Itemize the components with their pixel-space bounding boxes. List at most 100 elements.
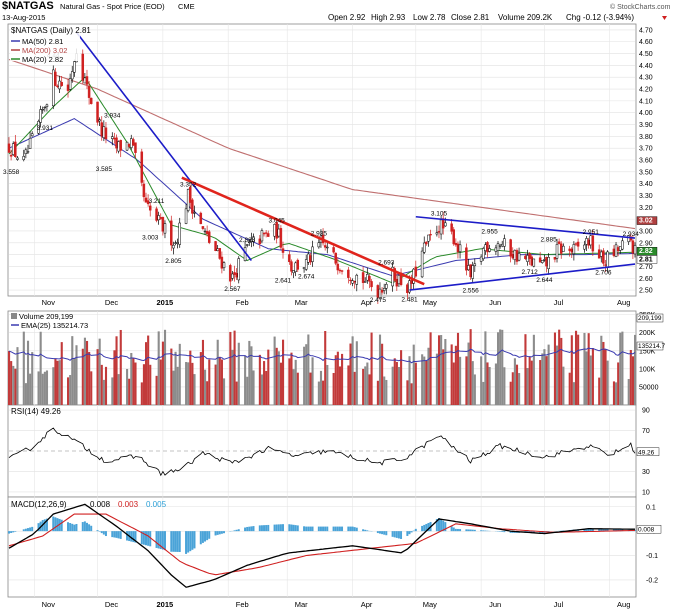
price-legend-box: [10, 25, 80, 61]
candle-body: [378, 288, 382, 299]
candle-body: [279, 228, 283, 248]
candle-body: [125, 141, 129, 151]
candle-body: [129, 138, 133, 148]
macd-histogram-bar: [90, 525, 93, 532]
macd-histogram-bar: [178, 531, 181, 552]
candle-body: [488, 248, 491, 252]
candle-body: [81, 53, 85, 81]
volume-bar: [598, 377, 601, 405]
volume-bar: [473, 374, 476, 405]
candle-body: [43, 106, 47, 109]
volume-bar: [421, 354, 424, 405]
volume-bar: [37, 371, 40, 405]
symbol-title: $NATGAS: [2, 0, 54, 12]
candle-body: [98, 119, 101, 122]
candle-body: [347, 269, 350, 278]
volume-bar: [425, 360, 428, 405]
candle-body: [334, 252, 337, 264]
volume-bar: [260, 374, 264, 405]
macd-histogram-bar: [22, 529, 25, 532]
macd-histogram-bar: [414, 528, 417, 532]
candle-body: [576, 241, 580, 247]
candle-body: [349, 279, 352, 282]
volume-bar: [631, 356, 634, 405]
instrument-name: Natural Gas - Spot Price (EOD): [60, 2, 165, 11]
ma20-line: [8, 76, 636, 284]
trendline: [415, 215, 636, 239]
volume-bar: [58, 360, 61, 405]
price-annotation: 2.693: [378, 259, 395, 266]
macd-series: [8, 503, 636, 588]
candle-body: [631, 240, 635, 254]
macd-histogram-bar: [115, 531, 118, 538]
macd-legend-macd: 0.008: [90, 500, 111, 509]
macd-histogram-bar: [88, 524, 91, 532]
volume-bar: [410, 383, 413, 405]
candle-body: [509, 239, 512, 257]
candle-body: [414, 266, 418, 277]
volume-bar: [98, 338, 101, 405]
macd-histogram-bar: [265, 525, 268, 532]
volume-bar: [263, 361, 266, 405]
macd-histogram-bar: [199, 531, 202, 545]
macd-histogram-bar: [503, 531, 506, 533]
volume-bar: [71, 336, 74, 405]
candle-body: [503, 238, 506, 247]
price-annotation: 2.805: [165, 258, 182, 265]
macd-histogram-bar: [145, 531, 148, 546]
macd-histogram-bar: [349, 526, 352, 532]
macd-histogram-bar: [334, 526, 337, 532]
volume-bar: [381, 343, 384, 405]
macd-histogram-bar: [71, 523, 74, 532]
macd-histogram-bar: [100, 531, 103, 534]
volume-bar: [513, 358, 516, 405]
macd-histogram-bar: [130, 531, 133, 542]
volume-bar: [355, 341, 358, 405]
volume-bar: [161, 341, 164, 405]
volume-bar: [558, 329, 561, 405]
x-tick-label: Mar: [295, 298, 308, 307]
candle-body: [376, 285, 380, 298]
candle-body: [288, 254, 291, 263]
candle-body: [54, 71, 57, 86]
candle-body: [406, 284, 409, 294]
x-tick-label-bottom: Feb: [236, 600, 249, 609]
macd-marker-box: [636, 524, 662, 534]
macd-histogram-bar: [319, 526, 322, 532]
rsi-tick-label: 90: [642, 408, 650, 415]
macd-histogram-bar: [471, 529, 474, 532]
macd-histogram-bar: [157, 531, 160, 549]
price-tick-label: 3.40: [639, 181, 653, 188]
macd-histogram-bar: [134, 531, 137, 543]
volume-bar: [528, 356, 531, 405]
candle-body: [170, 220, 173, 246]
volume-bar: [43, 371, 46, 405]
volume-bar: [484, 331, 487, 405]
price-annotation: 3.003: [142, 235, 159, 242]
x-tick-label-bottom: Jun: [489, 600, 501, 609]
macd-histogram-bar: [362, 529, 365, 532]
volume-bar: [324, 331, 327, 405]
candle-body: [385, 284, 388, 289]
candle-body: [368, 276, 371, 282]
volume-bar: [602, 341, 605, 405]
volume-bar: [347, 365, 350, 405]
candle-body: [587, 239, 590, 246]
volume-tick-label: 100K: [639, 366, 656, 373]
volume-bar: [229, 331, 232, 405]
candle-body: [235, 273, 238, 278]
volume-bar: [338, 366, 342, 405]
candle-body: [140, 151, 144, 183]
x-tick-label: Jun: [489, 298, 501, 307]
volume-bar: [31, 352, 34, 405]
candle-body: [530, 256, 533, 266]
volume-bar: [562, 366, 565, 405]
macd-histogram-bar: [296, 525, 299, 532]
volume-value: Volume 209.2K: [498, 13, 553, 22]
macd-histogram-bar: [60, 519, 63, 532]
volume-bar: [218, 356, 221, 405]
macd-histogram-bar: [421, 525, 424, 532]
candle-body: [484, 244, 487, 251]
price-tick-label: 3.20: [639, 205, 653, 212]
volume-bar: [275, 347, 278, 405]
